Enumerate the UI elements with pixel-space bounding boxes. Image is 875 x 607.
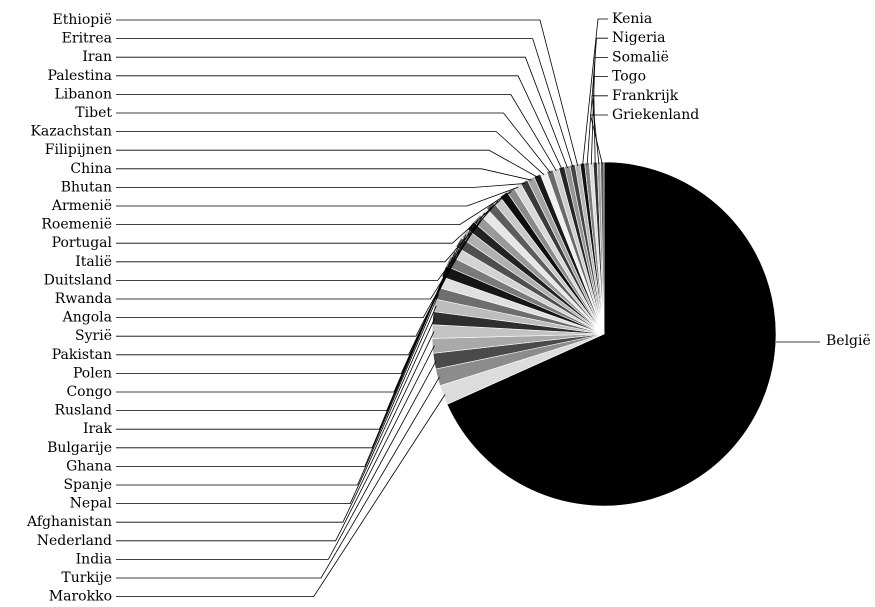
slice-label-iran: Iran [82,49,112,65]
leader-line-palestina [116,75,563,170]
leader-line-spanje [116,305,437,486]
slice-label-syrie: Syrië [75,328,112,344]
slice-label-rwanda: Rwanda [55,291,112,307]
slice-label-duitsland: Duitsland [44,272,112,288]
leader-line-griekenland [589,114,608,165]
leader-line-ethiopie [116,19,579,167]
slice-label-irak: Irak [83,421,113,437]
slice-label-tibet: Tibet [75,105,112,121]
leader-line-turkije [116,376,440,579]
leader-line-ghana [116,293,440,467]
slice-label-filipijnen: Filipijnen [45,142,112,158]
pie-slices [431,161,777,507]
slice-label-angola: Angola [62,310,112,326]
leader-line-marokko [116,394,446,597]
leader-lines [116,18,820,597]
slice-label-nigeria: Nigeria [612,30,666,46]
slice-label-palestina: Palestina [47,68,112,84]
slice-label-griekenland: Griekenland [612,107,699,123]
leader-line-kazachstan [116,131,545,176]
slice-label-italie: Italië [75,254,112,270]
slice-label-marokko: Marokko [49,589,112,605]
slice-label-kazachstan: Kazachstan [30,124,112,140]
leader-line-iran [116,56,568,169]
leader-line-portugal [116,195,505,244]
slice-label-afghanistan: Afghanistan [26,514,112,530]
leader-line-italie [116,200,499,263]
leader-line-tibet [116,112,551,173]
leader-line-armenie [116,186,519,207]
slice-label-rusland: Rusland [54,403,112,419]
slice-label-ghana: Ghana [66,458,112,474]
leader-line-kenia [582,18,608,166]
leader-line-angola [116,219,479,319]
slice-labels: Ethiopië Eritrea Iran Palestina Libanon Tibet… [26,11,871,605]
leader-line-somalie [590,57,608,165]
slice-label-congo: Congo [66,384,112,400]
leader-line-roemenie [116,191,512,226]
leader-line-polen [116,243,461,374]
pie-slice-belgie [446,161,777,507]
slice-label-eritrea: Eritrea [62,31,112,47]
slice-label-frankrijk: Frankrijk [612,88,679,104]
slice-label-china: China [70,161,112,177]
slice-label-belgie: België [826,333,871,349]
leader-line-nigeria [586,37,608,165]
slice-label-nepal: Nepal [70,496,113,512]
leader-line-irak [116,271,447,430]
leader-line-pakistan [116,234,467,356]
slice-label-pakistan: Pakistan [52,347,112,363]
leader-line-bulgarije [116,282,443,449]
leader-line-syrie [116,226,473,337]
leader-line-nepal [116,318,436,505]
slice-label-spanje: Spanje [63,477,112,493]
slice-label-togo: Togo [612,69,646,85]
slice-label-india: India [76,551,112,567]
slice-label-ethiopie: Ethiopië [53,12,113,28]
leader-line-bhutan [116,183,525,188]
leader-line-filipijnen [116,149,539,178]
leader-line-india [116,360,437,560]
slice-label-somalie: Somalië [612,49,669,65]
leader-line-nederland [116,345,435,542]
leader-line-china [116,168,532,181]
slice-label-bulgarije: Bulgarije [47,440,112,456]
leader-line-afghanistan [116,331,435,523]
slice-label-polen: Polen [73,365,112,381]
slice-label-turkije: Turkije [61,570,112,586]
slice-label-nederland: Nederland [37,533,112,549]
leader-line-duitsland [116,206,492,281]
slice-label-roemenie: Roemenië [41,217,112,233]
slice-label-bhutan: Bhutan [61,179,112,195]
leader-line-togo [593,76,608,165]
slice-label-libanon: Libanon [54,86,112,102]
pie-slice-griekenland [600,161,605,335]
leader-line-rwanda [116,212,485,300]
slice-label-kenia: Kenia [612,11,652,27]
leader-line-eritrea [116,38,574,168]
slice-label-portugal: Portugal [52,235,113,251]
slice-label-armenie: Armenië [51,198,112,214]
leader-line-libanon [116,94,557,172]
